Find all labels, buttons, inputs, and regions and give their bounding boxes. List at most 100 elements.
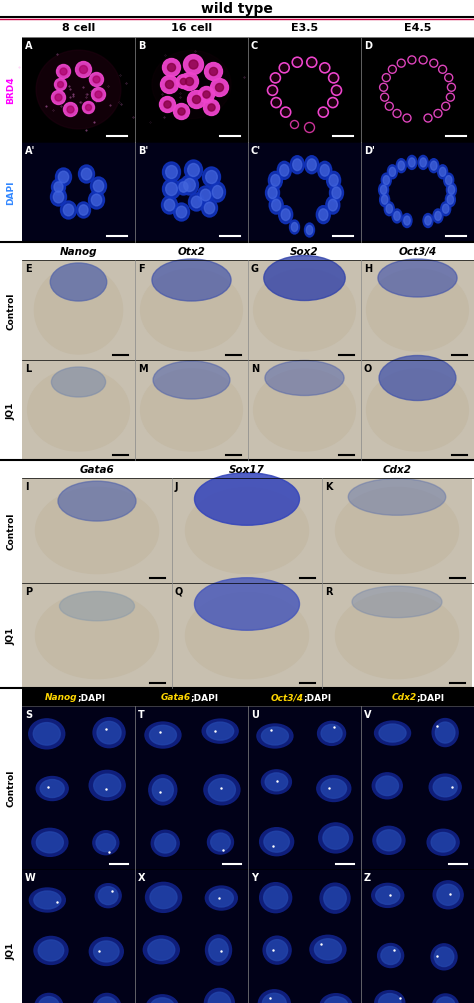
Ellipse shape xyxy=(34,937,68,965)
Ellipse shape xyxy=(91,195,102,207)
Circle shape xyxy=(82,102,94,114)
Ellipse shape xyxy=(35,267,123,355)
Circle shape xyxy=(270,88,275,94)
Circle shape xyxy=(273,76,278,82)
Ellipse shape xyxy=(145,722,181,748)
Ellipse shape xyxy=(396,159,406,174)
Text: Control: Control xyxy=(7,292,16,329)
Bar xyxy=(135,142,248,243)
Circle shape xyxy=(330,76,337,82)
Ellipse shape xyxy=(261,770,292,794)
Circle shape xyxy=(203,100,219,116)
Ellipse shape xyxy=(141,270,242,352)
Circle shape xyxy=(444,105,448,109)
Ellipse shape xyxy=(91,178,107,196)
Ellipse shape xyxy=(93,993,121,1003)
Ellipse shape xyxy=(146,883,182,913)
Ellipse shape xyxy=(191,197,202,209)
Ellipse shape xyxy=(324,997,348,1003)
Ellipse shape xyxy=(290,156,304,175)
Circle shape xyxy=(60,69,67,76)
Circle shape xyxy=(216,84,224,92)
Text: E: E xyxy=(25,264,32,274)
Text: W: W xyxy=(25,873,36,882)
Ellipse shape xyxy=(290,221,300,235)
Ellipse shape xyxy=(264,831,290,853)
Circle shape xyxy=(334,88,339,94)
Ellipse shape xyxy=(61,202,76,220)
Circle shape xyxy=(432,62,436,66)
Text: Nanog: Nanog xyxy=(60,247,97,257)
Ellipse shape xyxy=(210,183,226,203)
Circle shape xyxy=(410,59,414,63)
Text: D': D' xyxy=(364,145,375,155)
Ellipse shape xyxy=(209,778,236,801)
Ellipse shape xyxy=(152,51,231,119)
Ellipse shape xyxy=(389,169,396,178)
Ellipse shape xyxy=(210,889,233,907)
Circle shape xyxy=(93,77,100,84)
Ellipse shape xyxy=(53,192,64,204)
Ellipse shape xyxy=(281,210,290,222)
Ellipse shape xyxy=(165,184,177,197)
Ellipse shape xyxy=(79,165,94,184)
Text: ;DAPI: ;DAPI xyxy=(78,693,106,702)
Circle shape xyxy=(64,103,78,117)
Circle shape xyxy=(320,110,326,116)
Text: H: H xyxy=(364,264,372,274)
Circle shape xyxy=(448,96,452,100)
Bar xyxy=(361,870,474,1003)
Text: JQ1: JQ1 xyxy=(7,942,16,959)
Ellipse shape xyxy=(384,203,394,217)
Ellipse shape xyxy=(149,775,177,805)
Circle shape xyxy=(90,73,103,87)
Circle shape xyxy=(330,100,336,106)
Ellipse shape xyxy=(163,162,181,183)
Ellipse shape xyxy=(94,774,121,796)
Ellipse shape xyxy=(398,161,404,172)
Ellipse shape xyxy=(446,194,456,208)
Ellipse shape xyxy=(432,994,458,1003)
Ellipse shape xyxy=(320,884,350,914)
Ellipse shape xyxy=(277,162,291,181)
Ellipse shape xyxy=(155,833,176,854)
Circle shape xyxy=(384,76,388,80)
Ellipse shape xyxy=(82,169,91,181)
Ellipse shape xyxy=(310,936,346,963)
Text: V: V xyxy=(364,709,372,719)
Ellipse shape xyxy=(152,779,173,801)
Ellipse shape xyxy=(320,165,329,177)
Ellipse shape xyxy=(432,719,458,747)
Ellipse shape xyxy=(329,185,344,203)
Ellipse shape xyxy=(96,997,118,1003)
Ellipse shape xyxy=(372,884,404,908)
Ellipse shape xyxy=(185,488,309,574)
Circle shape xyxy=(173,104,190,120)
Ellipse shape xyxy=(352,587,442,618)
Ellipse shape xyxy=(146,995,178,1003)
Ellipse shape xyxy=(93,941,119,962)
Text: ;DAPI: ;DAPI xyxy=(417,693,445,702)
Ellipse shape xyxy=(378,260,457,298)
Text: K: K xyxy=(325,481,332,491)
Circle shape xyxy=(208,104,215,112)
Text: C': C' xyxy=(251,145,261,155)
Circle shape xyxy=(449,86,454,90)
Ellipse shape xyxy=(209,939,228,961)
Ellipse shape xyxy=(291,224,298,233)
Text: Q: Q xyxy=(175,587,183,597)
Ellipse shape xyxy=(254,370,356,451)
Ellipse shape xyxy=(433,210,443,224)
Ellipse shape xyxy=(36,832,64,853)
Ellipse shape xyxy=(89,770,125,800)
Ellipse shape xyxy=(99,887,118,905)
Ellipse shape xyxy=(380,186,387,196)
Ellipse shape xyxy=(97,722,121,744)
Bar xyxy=(361,706,474,870)
Ellipse shape xyxy=(176,207,187,219)
Bar xyxy=(22,478,172,584)
Ellipse shape xyxy=(381,174,391,188)
Text: I: I xyxy=(25,481,28,491)
Circle shape xyxy=(185,78,193,86)
Circle shape xyxy=(309,60,315,66)
